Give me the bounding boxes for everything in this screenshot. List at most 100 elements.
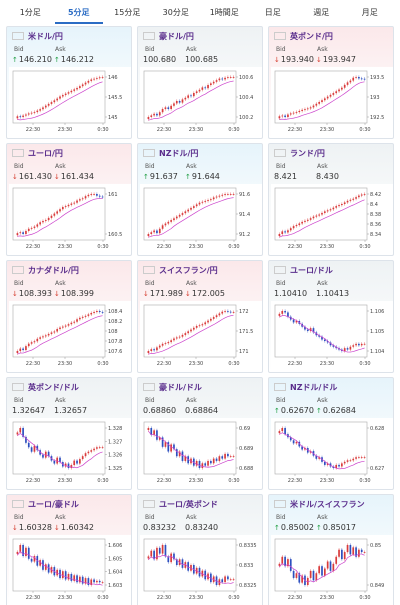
candle-body	[326, 561, 329, 569]
rate-card[interactable]: ユーロ/ドル Bid Ask 1.10410 1.10413 1.106 1.105 1.10…	[268, 260, 394, 373]
mini-candle-chart[interactable]: 1.606 1.605 1.604 1.603 22:30 23:30 0:30	[9, 535, 131, 605]
candle-body	[93, 311, 95, 313]
rate-card[interactable]: カナダドル/円 Bid Ask ↓108.393 ↓108.399 108.4 108.2 1…	[6, 260, 132, 373]
pair-name[interactable]: NZドル/ドル	[290, 382, 338, 392]
mini-candle-chart[interactable]: 193.5 193 192.5 22:30 23:30 0:30	[271, 67, 393, 137]
candle-body	[56, 457, 59, 464]
pair-name[interactable]: ユーロ/豪ドル	[28, 499, 79, 509]
mini-candle-chart[interactable]: 1.106 1.105 1.104 22:30 23:30 0:30	[271, 301, 393, 371]
pair-name[interactable]: ユーロ/ドル	[290, 265, 333, 275]
ask-value-group: ↑0.62684	[316, 406, 358, 415]
x-tick-label: 22:30	[157, 595, 171, 601]
tab-2[interactable]: 15分足	[114, 8, 141, 17]
mini-candle-chart[interactable]: 146 145.5 145 22:30 23:30 0:30	[9, 67, 131, 137]
candle-body	[360, 549, 363, 553]
pair-name[interactable]: 豪ドル/円	[159, 31, 194, 41]
rate-card[interactable]: 英ポンド/円 Bid Ask ↓193.940 ↓193.947 193.5 193 192.…	[268, 26, 394, 139]
tab-7[interactable]: 月足	[361, 8, 378, 17]
candle-body	[323, 568, 326, 576]
candle-body	[287, 230, 289, 233]
candle-body	[326, 341, 329, 343]
x-tick-label: 22:30	[288, 595, 302, 601]
candle-body	[201, 463, 204, 468]
pair-name[interactable]: 英ポンド/円	[290, 31, 333, 41]
pair-name[interactable]: 豪ドル/ドル	[159, 382, 202, 392]
candle-body	[70, 465, 73, 468]
candle-body	[360, 457, 363, 459]
candle-body	[147, 351, 150, 353]
pair-name[interactable]: ユーロ/英ポンド	[159, 499, 218, 509]
rate-card[interactable]: ユーロ/豪ドル Bid Ask ↓1.60328 ↓1.60342 1.606 1.605 1…	[6, 494, 132, 605]
candle-body	[39, 560, 41, 566]
ch-flag-icon	[143, 266, 155, 274]
pair-name[interactable]: NZドル/円	[159, 148, 199, 158]
x-tick-label: 0:30	[228, 595, 239, 601]
bid-value-group: ↑146.210	[12, 55, 54, 64]
ask-label: Ask	[186, 397, 197, 404]
rate-card[interactable]: 豪ドル/円 Bid Ask 100.680 100.685 100.6 100.4 100.2…	[137, 26, 263, 139]
candle-body	[358, 457, 360, 459]
mini-candle-chart[interactable]: 0.69 0.689 0.688 22:30 23:30 0:30	[140, 418, 262, 488]
mini-candle-chart[interactable]: 8.42 8.4 8.38 8.36 8.34 22:30 23:30 0:30	[271, 184, 393, 254]
price-row: 0.68860 0.68864	[143, 406, 227, 415]
pair-name[interactable]: スイスフラン/円	[159, 265, 218, 275]
mini-candle-chart[interactable]: 0.85 0.849 22:30 23:30 0:30	[271, 535, 393, 605]
candle-body	[352, 458, 355, 461]
candle-body	[178, 336, 181, 338]
rate-card[interactable]: ユーロ/英ポンド Bid Ask 0.83232 0.83240 0.8335 0.833 0…	[137, 494, 263, 605]
eu-flag-icon	[12, 149, 24, 157]
rate-card[interactable]: 米ドル/円 Bid Ask ↑146.210 ↑146.212 146 145.5 145 22…	[6, 26, 132, 139]
mini-candle-chart[interactable]: 161 160.5 22:30 23:30 0:30	[9, 184, 131, 254]
candle-body	[96, 311, 98, 312]
rate-card[interactable]: ランド/円 Bid Ask 8.421 8.430 8.42 8.4 8.38 8.36 8.34…	[268, 143, 394, 256]
rate-card[interactable]: ユーロ/円 Bid Ask ↓161.430 ↓161.434 161 160.5 22:30…	[6, 143, 132, 256]
mini-candle-chart[interactable]: 1.328 1.327 1.326 1.325 22:30 23:30 0:30	[9, 418, 131, 488]
pair-name[interactable]: 英ポンド/ドル	[28, 382, 79, 392]
mini-candle-chart[interactable]: 91.6 91.4 91.2 22:30 23:30 0:30	[140, 184, 262, 254]
candle-body	[79, 86, 81, 88]
tab-5[interactable]: 日足	[264, 8, 281, 17]
pair-name[interactable]: ランド/円	[290, 148, 325, 158]
tab-4[interactable]: 1時間足	[209, 8, 239, 17]
rate-card[interactable]: 英ポンド/ドル Bid Ask 1.32647 1.32657 1.328 1.327 1.3…	[6, 377, 132, 490]
y-tick-label: 0.849	[370, 583, 384, 589]
candle-body	[64, 93, 67, 96]
rate-card[interactable]: NZドル/円 Bid Ask ↑91.637 ↑91.644 91.6 91.4 91.2 22…	[137, 143, 263, 256]
rate-card[interactable]: NZドル/ドル Bid Ask ↑0.62670 ↑0.62684 0.628 0.627 2…	[268, 377, 394, 490]
candle-body	[201, 201, 204, 203]
y-tick-label: 160.5	[108, 232, 122, 238]
ask-value-group: 0.68864	[185, 406, 227, 415]
pair-name[interactable]: ユーロ/円	[28, 148, 63, 158]
pair-name[interactable]: 米ドル/スイスフラン	[290, 499, 365, 509]
tab-1[interactable]: 5分足	[54, 4, 103, 24]
mini-candle-chart[interactable]: 100.6 100.4 100.2 22:30 23:30 0:30	[140, 67, 262, 137]
candle-body	[61, 207, 64, 210]
candle-body	[27, 343, 30, 347]
candle-body	[363, 552, 366, 553]
tab-0[interactable]: 1分足	[19, 8, 41, 17]
mini-candle-chart[interactable]: 0.628 0.627 22:30 23:30 0:30	[271, 418, 393, 488]
y-tick-label: 1.605	[108, 556, 122, 562]
pair-name[interactable]: カナダドル/円	[28, 265, 79, 275]
pair-name[interactable]: 米ドル/円	[28, 31, 63, 41]
rate-card[interactable]: スイスフラン/円 Bid Ask ↓171.989 ↓172.005 172 171.5 17…	[137, 260, 263, 373]
candle-body	[346, 200, 349, 203]
chart-svg: 1.328 1.327 1.326 1.325 22:30 23:30 0:30	[12, 421, 122, 484]
bid-label: Bid	[14, 280, 24, 287]
bid-value-group: ↓108.393	[12, 289, 54, 298]
candle-body	[167, 556, 170, 563]
mini-candle-chart[interactable]: 172 171.5 171 22:30 23:30 0:30	[140, 301, 262, 371]
mini-candle-chart[interactable]: 0.8335 0.833 0.8325 22:30 23:30 0:30	[140, 535, 262, 605]
tab-6[interactable]: 週足	[313, 8, 330, 17]
price-row: ↑146.210 ↑146.212	[12, 55, 96, 64]
candle-body	[321, 100, 323, 102]
rate-card[interactable]: 米ドル/スイスフラン Bid Ask ↑0.85002 ↑0.85017 0.85 0.84…	[268, 494, 394, 605]
mini-candle-chart[interactable]: 108.4 108.2 108 107.8 107.6 22:30 23:30 0:30	[9, 301, 131, 371]
rate-card[interactable]: 豪ドル/ドル Bid Ask 0.68860 0.68864 0.69 0.689 0.688…	[137, 377, 263, 490]
bid-value: 8.421	[274, 172, 297, 181]
candle-body	[175, 216, 178, 219]
y-tick-label: 1.105	[370, 329, 384, 335]
x-tick-label: 22:30	[26, 595, 40, 601]
tab-3[interactable]: 30分足	[162, 8, 189, 17]
candle-body	[167, 107, 170, 109]
